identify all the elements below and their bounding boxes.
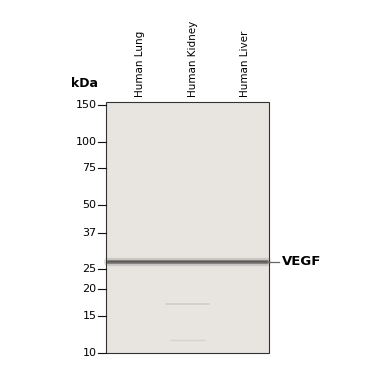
Bar: [106, 102, 269, 353]
Text: 150: 150: [75, 100, 96, 109]
Text: Human Liver: Human Liver: [240, 30, 249, 97]
Text: 10: 10: [82, 348, 96, 358]
Text: 37: 37: [82, 228, 96, 238]
Text: 15: 15: [82, 311, 96, 321]
Text: Human Lung: Human Lung: [135, 30, 146, 97]
Text: 75: 75: [82, 163, 96, 173]
Text: VEGF: VEGF: [282, 255, 321, 268]
Text: 20: 20: [82, 284, 96, 294]
Text: 100: 100: [75, 137, 96, 147]
Text: Human Kidney: Human Kidney: [188, 21, 198, 97]
Text: 25: 25: [82, 264, 96, 274]
Text: kDa: kDa: [71, 77, 98, 90]
Text: 50: 50: [82, 200, 96, 210]
